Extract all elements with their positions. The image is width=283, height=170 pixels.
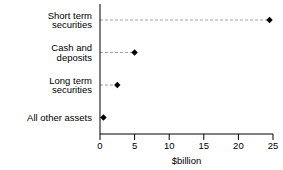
svg-text:All other assets: All other assets: [27, 112, 92, 123]
svg-text:$billion: $billion: [172, 155, 202, 166]
svg-text:Long termsecurities: Long termsecurities: [49, 75, 92, 96]
svg-text:20: 20: [233, 140, 244, 151]
svg-text:5: 5: [132, 140, 137, 151]
svg-text:15: 15: [199, 140, 210, 151]
svg-text:0: 0: [97, 140, 102, 151]
svg-text:Short termsecurities: Short termsecurities: [48, 10, 93, 31]
svg-text:Cash anddeposits: Cash anddeposits: [51, 42, 92, 63]
svg-text:25: 25: [268, 140, 275, 151]
svg-text:10: 10: [164, 140, 175, 151]
